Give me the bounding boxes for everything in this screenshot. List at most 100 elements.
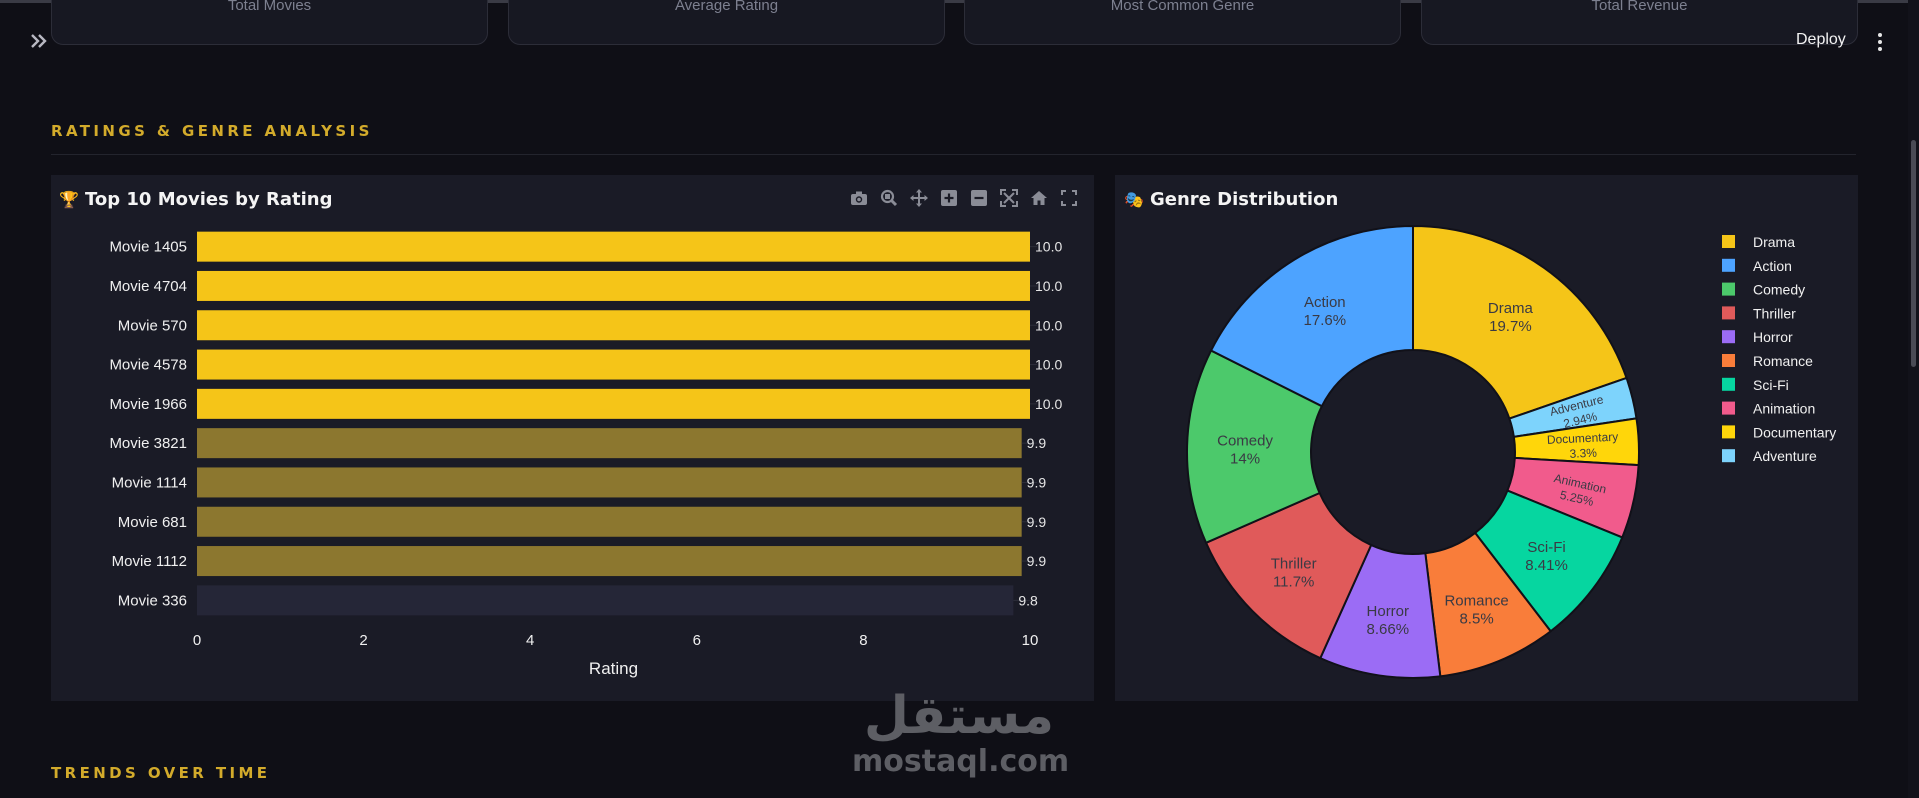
fullscreen-icon[interactable] (1054, 186, 1084, 210)
legend-label[interactable]: Sci-Fi (1753, 377, 1789, 393)
value-label: 10.0 (1035, 396, 1062, 412)
legend-label[interactable]: Romance (1753, 353, 1813, 369)
legend-label[interactable]: Horror (1753, 329, 1793, 345)
donut-slice[interactable] (1186, 349, 1324, 545)
metric-label: Total Revenue (1591, 0, 1688, 14)
zoom-out-icon[interactable] (964, 186, 994, 210)
x-tick-label: 2 (359, 632, 367, 649)
autoscale-icon[interactable] (994, 186, 1024, 210)
legend-swatch[interactable] (1722, 425, 1735, 439)
x-tick-label: 6 (693, 632, 701, 649)
value-label: 9.9 (1027, 514, 1047, 530)
section-divider (51, 154, 1856, 155)
value-label: 10.0 (1035, 317, 1062, 333)
slice-name: Documentary (1547, 430, 1619, 447)
x-tick-label: 0 (193, 632, 201, 649)
bar[interactable] (197, 349, 1030, 380)
slice-percent: 14% (1230, 451, 1260, 468)
legend-label[interactable]: Action (1753, 258, 1792, 274)
slice-label: Sci-Fi8.41% (1525, 539, 1568, 574)
genre-title-text: Genre Distribution (1150, 189, 1339, 210)
x-tick-label: 10 (1022, 632, 1039, 649)
main-menu-icon[interactable] (1872, 30, 1888, 54)
theater-masks-icon: 🎭 (1124, 190, 1144, 209)
camera-icon[interactable] (844, 186, 874, 210)
bar[interactable] (197, 546, 1022, 577)
metric-card-total-revenue: Total Revenue (1421, 0, 1858, 45)
legend-label[interactable]: Animation (1753, 401, 1815, 417)
legend-label[interactable]: Adventure (1753, 448, 1817, 464)
slice-percent: 8.66% (1367, 621, 1410, 638)
metric-card-most-common-genre: Most Common Genre (964, 0, 1401, 45)
bar[interactable] (197, 467, 1022, 498)
legend-label[interactable]: Drama (1753, 234, 1795, 250)
category-label: Movie 4704 (109, 278, 187, 295)
bar[interactable] (197, 585, 1014, 616)
donut-chart: Drama19.7%Adventure2.94%Documentary3.3%A… (1186, 224, 1836, 679)
category-label: Movie 1405 (109, 239, 187, 256)
slice-name: Comedy (1217, 433, 1273, 450)
top-border (0, 0, 1919, 3)
home-icon[interactable] (1024, 186, 1054, 210)
x-axis-title: Rating (589, 659, 638, 678)
bar[interactable] (197, 310, 1030, 341)
slice-percent: 11.7% (1273, 573, 1314, 590)
value-label: 10.0 (1035, 357, 1062, 373)
bar[interactable] (197, 506, 1022, 537)
chart-modebar (844, 186, 1084, 210)
legend-swatch[interactable] (1722, 306, 1735, 320)
value-label: 10.0 (1035, 239, 1062, 255)
category-label: Movie 570 (118, 317, 187, 334)
bar[interactable] (197, 270, 1030, 301)
category-label: Movie 336 (118, 592, 187, 609)
category-label: Movie 1966 (109, 396, 187, 413)
bar[interactable] (197, 231, 1030, 262)
zoom-in-icon[interactable] (934, 186, 964, 210)
category-label: Movie 1114 (112, 474, 187, 491)
value-label: 10.0 (1035, 278, 1062, 294)
scrollbar-track[interactable] (1908, 0, 1919, 798)
legend-label[interactable]: Comedy (1753, 282, 1805, 298)
bar-chart: Movie 1405 10.0 Movie 4704 10.0 Movie 570 10.… (109, 231, 1062, 678)
donut-slice[interactable] (1204, 491, 1373, 660)
slice-name: Horror (1367, 603, 1410, 620)
legend-label[interactable]: Thriller (1753, 305, 1796, 321)
x-tick-label: 4 (526, 632, 534, 649)
legend-swatch[interactable] (1722, 401, 1735, 415)
value-label: 9.9 (1027, 435, 1047, 451)
genre-chart-panel: 🎭 Genre Distribution Drama 19.7% Adventure 2… (1115, 175, 1858, 701)
zoom-icon[interactable] (874, 186, 904, 210)
legend-label[interactable]: Documentary (1753, 424, 1836, 440)
legend-swatch[interactable] (1722, 377, 1735, 391)
donut-slice[interactable] (1412, 224, 1628, 420)
pan-icon[interactable] (904, 186, 934, 210)
section-title-trends: TRENDS OVER TIME (51, 764, 271, 782)
legend-swatch[interactable] (1722, 282, 1735, 296)
category-label: Movie 3821 (109, 435, 187, 452)
bar[interactable] (197, 388, 1030, 419)
legend-swatch[interactable] (1722, 449, 1735, 463)
slice-percent: 17.6% (1304, 312, 1347, 329)
top10-chart-panel: 🏆 Top 10 Movies by Rating Movie 1405 10.0 M… (51, 175, 1094, 701)
slice-percent: 8.41% (1525, 557, 1568, 574)
deploy-button[interactable]: Deploy (1796, 31, 1846, 48)
watermark-arabic: مستقل (863, 686, 1055, 746)
slice-name: Thriller (1271, 555, 1317, 572)
expand-sidebar-icon[interactable] (28, 30, 50, 52)
bar[interactable] (197, 428, 1022, 459)
value-label: 9.8 (1018, 592, 1038, 608)
metric-label: Total Movies (227, 0, 312, 14)
legend-swatch[interactable] (1722, 235, 1735, 248)
value-label: 9.9 (1027, 553, 1047, 569)
scrollbar-thumb[interactable] (1911, 140, 1916, 367)
slice-name: Romance (1444, 593, 1508, 610)
legend-swatch[interactable] (1722, 354, 1735, 367)
legend-swatch[interactable] (1722, 330, 1735, 344)
legend-swatch[interactable] (1722, 258, 1735, 272)
metric-card-average-rating: Average Rating (508, 0, 945, 45)
donut-slice[interactable] (1209, 224, 1414, 408)
